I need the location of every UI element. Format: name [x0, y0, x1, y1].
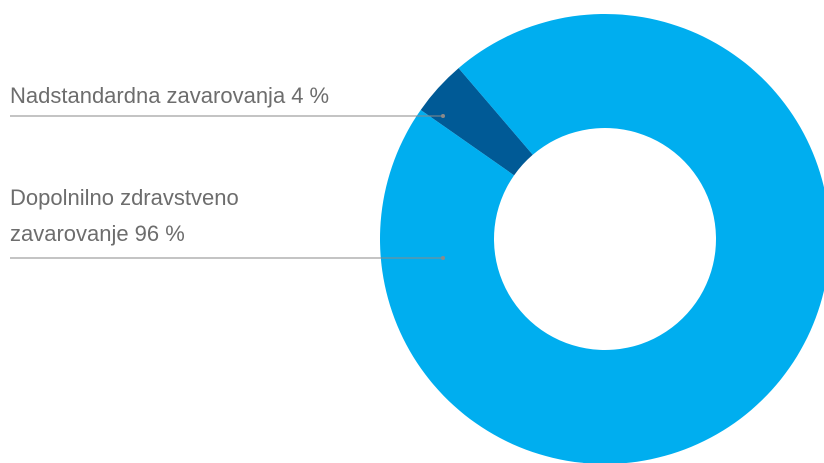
slice: [420, 68, 533, 176]
slice-label: Nadstandardna zavarovanja 4 %: [10, 78, 410, 114]
label-value: 96 %: [134, 221, 185, 246]
label-name: Nadstandardna zavarovanja: [10, 83, 286, 108]
label-name: Dopolnilno zdravstveno zavarovanje: [10, 185, 239, 246]
slice-label: Dopolnilno zdravstveno zavarovanje 96 %: [10, 180, 290, 252]
slice: [380, 14, 824, 463]
label-value: 4 %: [291, 83, 330, 108]
leader-dot: [441, 114, 445, 118]
leader-dot: [441, 256, 445, 260]
